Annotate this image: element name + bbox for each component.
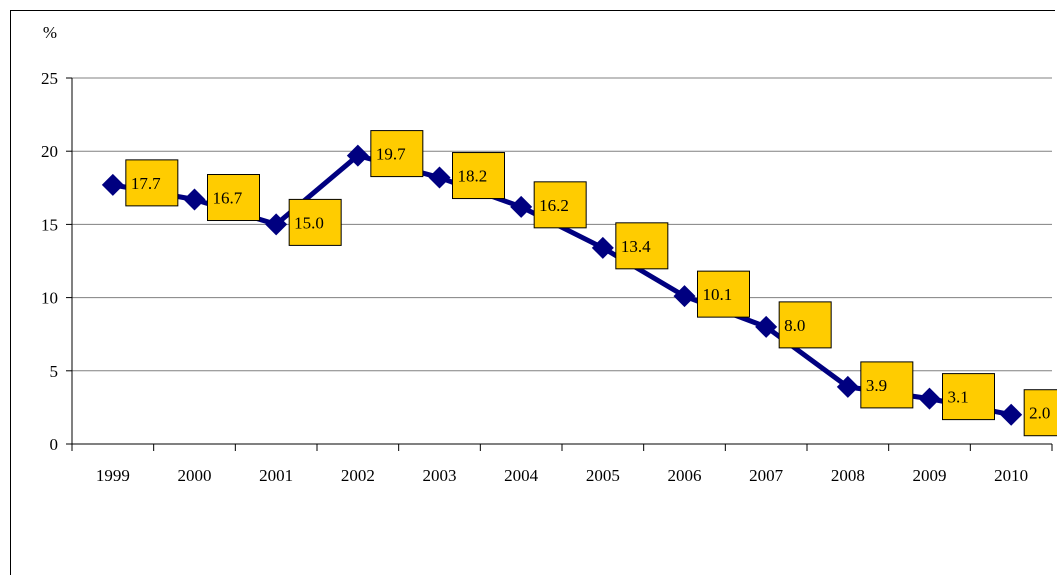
x-tick-label: 2009 <box>913 466 947 485</box>
y-tick-label: 10 <box>41 289 58 308</box>
data-label-box <box>942 373 995 421</box>
x-tick-label: 2010 <box>994 466 1028 485</box>
chart-frame <box>10 10 1055 575</box>
x-tick-label: 1999 <box>96 466 130 485</box>
y-tick-label: 0 <box>50 435 59 454</box>
x-tick-label: 2000 <box>178 466 212 485</box>
data-label-box <box>1023 389 1057 437</box>
data-label-box <box>288 198 342 246</box>
data-label: 15.0 <box>294 213 324 232</box>
data-point-marker <box>591 236 614 259</box>
data-label: 8.0 <box>784 316 805 335</box>
data-point-marker <box>836 375 859 398</box>
data-label-box <box>860 361 914 409</box>
data-label-box <box>207 174 260 222</box>
x-tick-label: 2004 <box>504 466 539 485</box>
y-axis-unit-label: % <box>43 23 57 42</box>
y-tick-label: 5 <box>50 362 59 381</box>
data-point-marker <box>346 144 369 167</box>
data-point-marker <box>510 195 533 218</box>
data-point-marker <box>1000 403 1023 426</box>
x-tick-label: 2008 <box>831 466 865 485</box>
data-labels: 17.7 16.7 15.0 19.7 18.2 16.2 13.4 10.1 8.0 3.9 3.… <box>125 130 1057 437</box>
data-label: 17.7 <box>131 174 161 193</box>
data-label: 10.1 <box>703 285 733 304</box>
data-point-marker <box>183 188 206 211</box>
data-point-marker <box>755 315 778 338</box>
data-label: 18.2 <box>458 167 488 186</box>
data-label-box <box>125 159 179 207</box>
data-point-marker <box>265 213 288 236</box>
x-tick-label: 2001 <box>259 466 293 485</box>
y-tick-label: 15 <box>41 215 58 234</box>
data-label: 3.1 <box>948 388 969 407</box>
data-label-box <box>452 152 505 200</box>
axes: 0 5 10 15 20 25 1999 2000 2001 2002 2003 2004 2005 20… <box>41 69 1053 485</box>
data-label-box <box>697 270 750 318</box>
data-label: 2.0 <box>1029 404 1050 423</box>
data-point-marker <box>101 173 124 196</box>
data-label: 16.7 <box>213 189 243 208</box>
y-tick-label: 25 <box>41 69 58 88</box>
data-label: 16.2 <box>539 196 569 215</box>
data-label: 3.9 <box>866 376 887 395</box>
data-point-marker <box>428 166 451 189</box>
data-label-box <box>533 181 587 229</box>
x-tick-label: 2007 <box>749 466 784 485</box>
data-point-marker <box>673 285 696 308</box>
data-label: 13.4 <box>621 237 651 256</box>
x-tick-label: 2002 <box>341 466 375 485</box>
data-label-box <box>370 130 424 178</box>
x-tick-label: 2006 <box>668 466 702 485</box>
data-label: 19.7 <box>376 145 406 164</box>
x-tick-label: 2003 <box>423 466 457 485</box>
x-tick-label: 2005 <box>586 466 620 485</box>
data-label-box <box>615 222 669 270</box>
data-label-box <box>778 301 832 349</box>
y-tick-label: 20 <box>41 142 58 161</box>
data-point-marker <box>918 387 941 410</box>
